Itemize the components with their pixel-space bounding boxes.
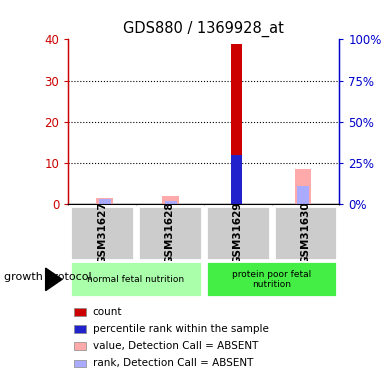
Bar <box>297 186 309 204</box>
Bar <box>206 206 269 260</box>
Text: normal fetal nutrition: normal fetal nutrition <box>87 275 184 284</box>
Bar <box>74 342 86 350</box>
Bar <box>232 44 242 204</box>
Text: percentile rank within the sample: percentile rank within the sample <box>93 324 269 334</box>
Text: value, Detection Call = ABSENT: value, Detection Call = ABSENT <box>93 341 258 351</box>
Bar <box>232 155 242 204</box>
Text: GSM31629: GSM31629 <box>233 201 243 264</box>
Text: GSM31630: GSM31630 <box>300 201 310 264</box>
Bar <box>74 325 86 333</box>
Bar <box>99 200 110 204</box>
Bar <box>70 261 202 297</box>
Text: protein poor fetal
nutrition: protein poor fetal nutrition <box>232 270 311 289</box>
Title: GDS880 / 1369928_at: GDS880 / 1369928_at <box>123 20 284 37</box>
Bar <box>138 206 202 260</box>
Text: rank, Detection Call = ABSENT: rank, Detection Call = ABSENT <box>93 358 253 369</box>
Text: growth protocol: growth protocol <box>4 273 92 282</box>
Text: count: count <box>93 307 122 317</box>
Bar <box>162 196 179 204</box>
Bar <box>96 198 113 204</box>
Bar <box>206 261 337 297</box>
Bar <box>74 360 86 368</box>
Bar <box>165 201 177 204</box>
Bar <box>273 206 337 260</box>
Bar <box>70 206 134 260</box>
Bar <box>294 170 311 204</box>
Bar <box>74 308 86 316</box>
Text: GSM31627: GSM31627 <box>97 201 107 264</box>
Text: GSM31628: GSM31628 <box>165 201 175 264</box>
Polygon shape <box>46 268 62 291</box>
